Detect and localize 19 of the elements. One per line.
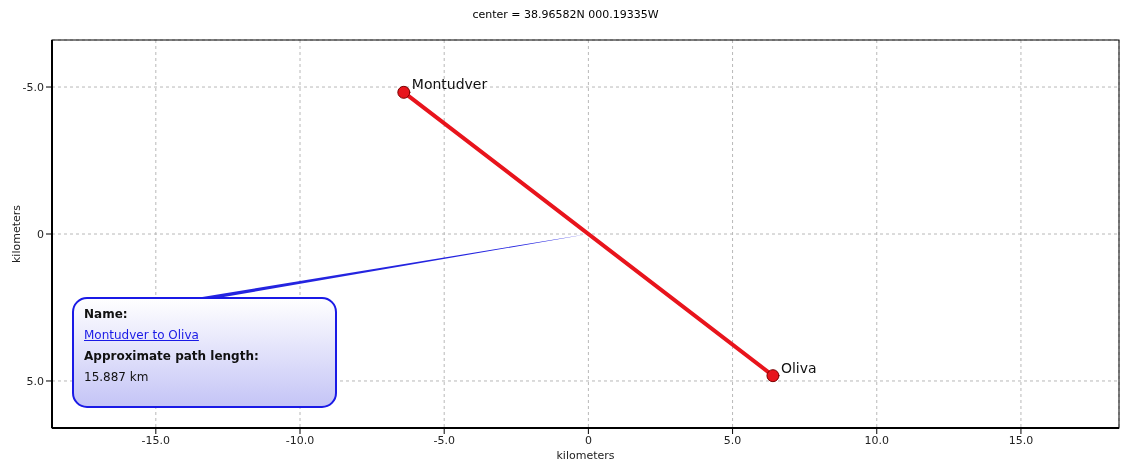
x-tick-label: 15.0 (1008, 433, 1034, 447)
annotation: 15.887 km (84, 370, 150, 384)
y-tick-label: -5.0 (22, 80, 44, 94)
annotation: Montudver to Oliva (84, 328, 200, 342)
x-tick-label: 0 (584, 433, 592, 447)
annotation: Montudver (411, 76, 488, 93)
annotation: Approximate path length: (84, 349, 260, 363)
x-tick-label: -10.0 (285, 433, 315, 447)
y-tick-label: 5.0 (26, 374, 44, 388)
x-tick-label: 10.0 (864, 433, 890, 447)
y-axis-title: kilometers (9, 204, 23, 264)
x-tick-label: -15.0 (141, 433, 171, 447)
chart-title: center = 38.96582N 000.19335W (471, 8, 660, 21)
annotation: Oliva (780, 359, 817, 376)
y-tick-label: 0 (37, 227, 44, 241)
x-tick-label: -5.0 (433, 433, 455, 447)
annotation: Name: (84, 307, 129, 321)
x-tick-label: 5.0 (723, 433, 742, 447)
x-axis-title: kilometers (556, 449, 615, 459)
